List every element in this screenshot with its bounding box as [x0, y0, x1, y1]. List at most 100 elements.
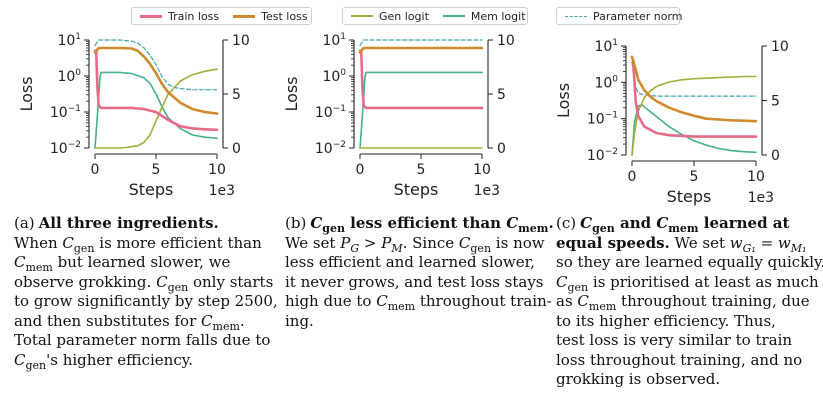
legend-swatch-gen-logit	[351, 15, 373, 17]
caption-segment: throughout training, due	[616, 292, 810, 310]
caption-line: to its higher efficiency. Thus,	[556, 312, 806, 332]
caption-segment: loss throughout training, and no	[556, 350, 803, 369]
legend-item: Test loss	[233, 10, 308, 23]
caption-segment: test loss is very similar to train	[556, 331, 793, 349]
caption-a: (a) All three ingredients. When Cgen is mo…	[14, 214, 278, 372]
y-axis-label: Loss	[282, 76, 301, 111]
caption-segment: it never grows, and test loss stays	[285, 272, 544, 291]
caption-segment: high due to	[285, 292, 377, 310]
series-mem-logit	[359, 71, 483, 149]
caption-c: (c) Cgen and Cmem learned at equal speeds.…	[556, 214, 823, 390]
tick-base: 10	[587, 148, 605, 164]
series-gen-logit	[631, 75, 757, 156]
caption-segment: All three ingredients.	[38, 214, 219, 232]
x-tick-label: 0	[628, 169, 637, 185]
legend-loss: Train loss Test loss	[131, 7, 312, 25]
left-tick-label: 101	[322, 32, 346, 49]
x-tick-label: 5	[690, 169, 699, 185]
caption-segment: as	[556, 292, 578, 310]
caption-segment: We set	[669, 233, 730, 252]
caption-segment: .	[239, 311, 245, 330]
legend-swatch-test-loss	[233, 14, 256, 18]
left-tick-label: 100	[322, 68, 346, 85]
caption-segment: mem	[25, 261, 53, 274]
tick-exponent: 0	[340, 68, 346, 78]
caption-segment: gen	[470, 241, 492, 255]
caption-segment: but learned slower, we	[52, 253, 231, 271]
tick-base: 10	[587, 112, 605, 128]
caption-segment: When	[14, 233, 63, 252]
left-tick-label: 101	[594, 38, 618, 55]
caption-segment: mem	[668, 222, 699, 235]
caption-segment: equal speeds.	[556, 233, 670, 252]
legend-swatch-parameter-norm	[565, 15, 587, 17]
x-tick-label: 10	[747, 169, 765, 185]
left-tick-label: 10−2	[315, 140, 346, 157]
caption-segment: gen	[592, 222, 615, 235]
tick-exponent: 0	[612, 74, 618, 84]
x-tick-label: 5	[417, 162, 426, 178]
caption-segment: to grow significantly by step 2500,	[14, 292, 278, 310]
caption-line: grokking is observed.	[556, 370, 806, 390]
caption-segment: =	[755, 233, 778, 252]
caption-line: When Cgen is more efficient than	[14, 234, 262, 254]
caption-segment: w	[729, 233, 743, 252]
left-tick-label: 10−2	[50, 140, 81, 157]
tick-base: 10	[57, 33, 75, 49]
x-tick-label: 0	[356, 162, 365, 178]
tick-exponent: −2	[68, 140, 81, 150]
caption-segment: P	[340, 233, 351, 252]
right-tick-label: 5	[497, 87, 506, 103]
tick-base: 10	[594, 39, 612, 55]
caption-segment: only starts	[188, 272, 274, 291]
legend-item: Parameter norm	[565, 10, 682, 23]
y-axis-label: Loss	[17, 76, 36, 111]
left-tick-label: 100	[57, 68, 81, 85]
legend-swatch-mem-logit	[442, 15, 465, 17]
tick-base: 10	[50, 105, 68, 121]
right-tick-label: 10	[232, 33, 250, 49]
legend-logit: Gen logit Mem logit	[342, 7, 528, 25]
caption-segment: >	[359, 233, 382, 252]
caption-segment: gen	[25, 358, 47, 372]
caption-line: to grow significantly by step 2500,	[14, 292, 278, 312]
left-tick-label: 10−1	[315, 104, 346, 121]
caption-line: high due to Cmem throughout train-	[285, 292, 552, 312]
series-gen-logit	[94, 68, 218, 149]
series-mem-logit	[94, 71, 218, 149]
caption-segment: . Since	[402, 233, 459, 252]
caption-segment: C	[580, 214, 593, 232]
right-tick-label: 0	[497, 141, 506, 157]
legend-label-gen-logit: Gen logit	[379, 9, 429, 23]
caption-line: test loss is very similar to train	[556, 331, 806, 351]
x-tick-label: 0	[91, 162, 100, 178]
caption-line: loss throughout training, and no	[556, 351, 806, 371]
tick-base: 10	[315, 141, 333, 157]
caption-segment: less efficient than	[344, 214, 507, 232]
caption-segment: C	[506, 214, 519, 232]
caption-segment: M	[391, 241, 403, 255]
left-tick-label: 10−1	[50, 104, 81, 121]
caption-segment: ing.	[285, 311, 314, 330]
caption-segment: C	[310, 214, 323, 232]
caption-line: (b) Cgen less efficient than Cmem.	[285, 214, 554, 234]
caption-line: Cmem but learned slower, we	[14, 253, 262, 273]
caption-b: (b) Cgen less efficient than Cmem. We set …	[285, 214, 554, 331]
caption-segment: C	[62, 233, 74, 252]
legend-item: Train loss	[140, 10, 219, 23]
caption-tag: (b)	[285, 214, 307, 232]
tick-exponent: 1	[612, 38, 618, 48]
caption-segment: mem	[518, 222, 549, 235]
legend-norm: Parameter norm	[556, 7, 682, 25]
caption-segment: C	[556, 272, 568, 291]
tick-exponent: −1	[68, 104, 81, 114]
legend-label-parameter-norm: Parameter norm	[593, 9, 683, 23]
tick-base: 10	[315, 105, 333, 121]
caption-segment: gen	[167, 280, 189, 294]
x-tick-label: 10	[473, 162, 491, 178]
caption-segment: throughout train-	[415, 292, 552, 310]
caption-segment: w	[777, 233, 791, 252]
left-tick-label: 100	[594, 74, 618, 91]
